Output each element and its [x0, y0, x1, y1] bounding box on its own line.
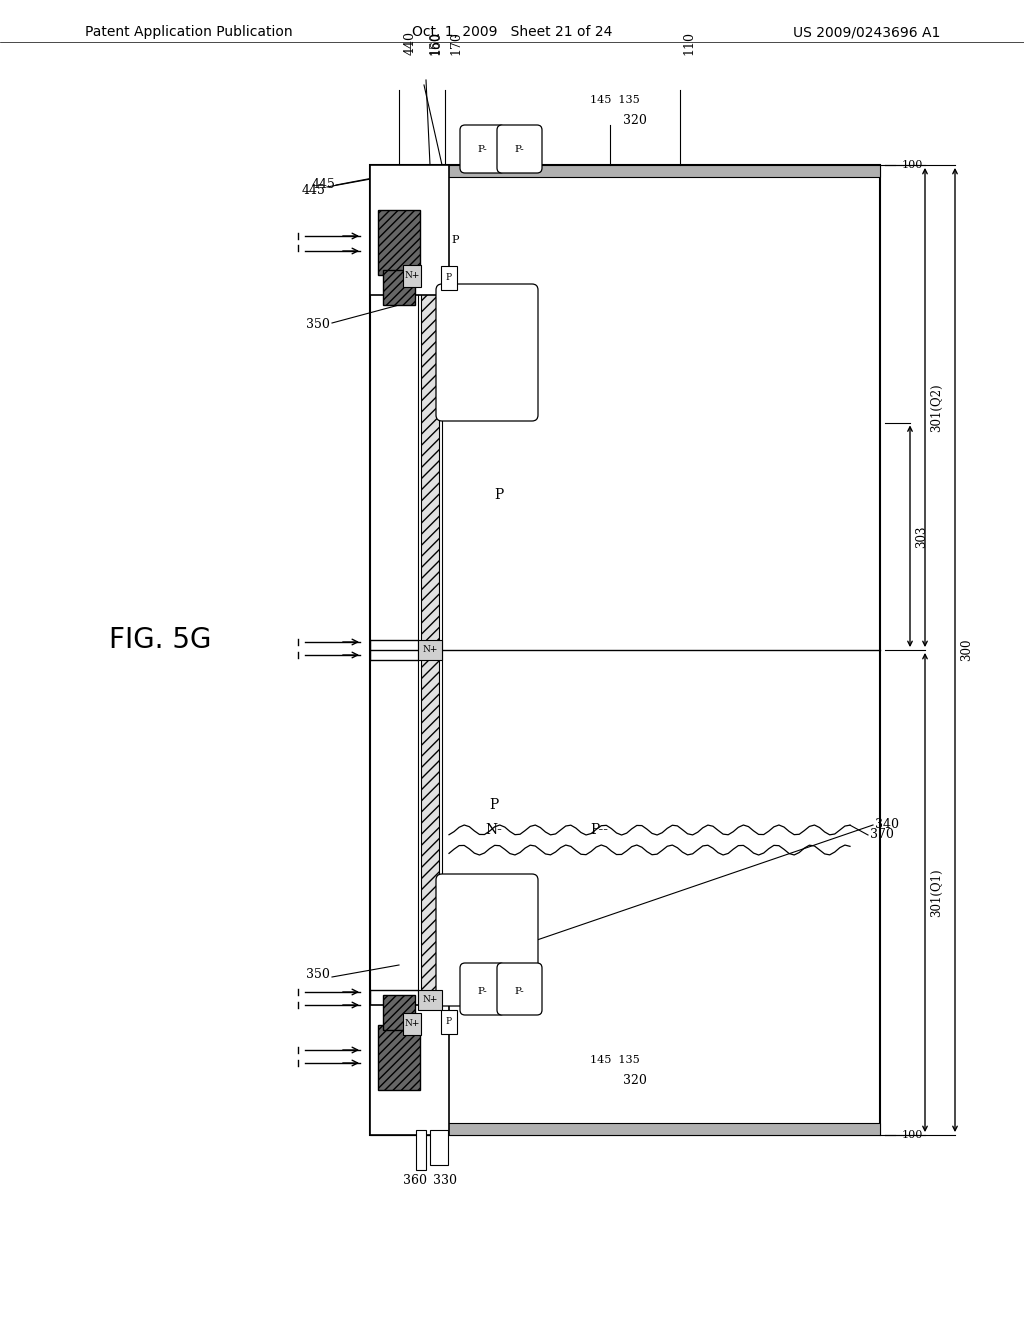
- Text: 303: 303: [915, 525, 929, 548]
- Bar: [418, 640, 442, 660]
- Bar: [383, 271, 415, 305]
- Bar: [416, 1130, 426, 1170]
- Text: P: P: [495, 488, 504, 502]
- Text: N+: N+: [404, 1019, 420, 1028]
- Text: 350: 350: [306, 318, 330, 331]
- Text: P: P: [445, 1018, 452, 1027]
- Text: 445: 445: [311, 178, 335, 191]
- Text: 320: 320: [623, 1073, 647, 1086]
- Bar: [403, 1012, 421, 1035]
- Text: P: P: [489, 799, 499, 812]
- FancyBboxPatch shape: [436, 874, 538, 1006]
- Text: 145  135: 145 135: [590, 1055, 640, 1065]
- Text: 150: 150: [428, 32, 441, 55]
- Text: P-: P-: [514, 987, 524, 997]
- Text: 145  135: 145 135: [590, 95, 640, 106]
- Text: 440: 440: [404, 30, 417, 55]
- Bar: [403, 265, 421, 286]
- Bar: [441, 1010, 457, 1034]
- Text: N+: N+: [404, 272, 420, 281]
- Text: P-: P-: [514, 145, 524, 154]
- Bar: [421, 165, 439, 1135]
- Bar: [370, 165, 880, 177]
- Text: 110: 110: [682, 30, 695, 55]
- Text: P-: P-: [477, 145, 486, 154]
- FancyBboxPatch shape: [497, 964, 542, 1015]
- Text: P--: P--: [590, 822, 608, 837]
- FancyBboxPatch shape: [497, 125, 542, 173]
- Text: 350: 350: [306, 969, 330, 982]
- Text: 370: 370: [870, 829, 894, 842]
- Text: Oct. 1, 2009   Sheet 21 of 24: Oct. 1, 2009 Sheet 21 of 24: [412, 25, 612, 40]
- Bar: [370, 1123, 880, 1135]
- Text: 301(Q1): 301(Q1): [931, 869, 943, 917]
- Text: 445: 445: [301, 183, 325, 197]
- Text: US 2009/0243696 A1: US 2009/0243696 A1: [793, 25, 940, 40]
- Bar: [370, 1005, 449, 1135]
- Bar: [370, 165, 449, 294]
- Text: FIG. 5G: FIG. 5G: [109, 626, 211, 653]
- Text: 170: 170: [449, 32, 462, 55]
- Text: P: P: [451, 235, 459, 246]
- Text: N+: N+: [422, 645, 437, 655]
- Text: N+: N+: [422, 995, 437, 1005]
- Text: 330: 330: [433, 1173, 457, 1187]
- FancyBboxPatch shape: [436, 284, 538, 421]
- Bar: [378, 210, 420, 275]
- Text: 320: 320: [623, 114, 647, 127]
- FancyBboxPatch shape: [460, 125, 505, 173]
- Text: 100: 100: [902, 1130, 924, 1140]
- Text: Patent Application Publication: Patent Application Publication: [85, 25, 293, 40]
- Bar: [383, 995, 415, 1030]
- Bar: [430, 1130, 449, 1166]
- Bar: [418, 990, 442, 1010]
- Bar: [441, 267, 457, 290]
- Bar: [378, 1026, 420, 1090]
- Text: 100: 100: [902, 160, 924, 170]
- Text: 360: 360: [403, 1173, 427, 1187]
- Text: N-: N-: [485, 822, 503, 837]
- FancyBboxPatch shape: [460, 964, 505, 1015]
- Text: 340: 340: [874, 818, 899, 832]
- Text: 300: 300: [961, 639, 974, 661]
- Text: P: P: [445, 273, 452, 282]
- Text: P-: P-: [477, 987, 486, 997]
- Text: 301(Q2): 301(Q2): [931, 383, 943, 432]
- Text: 160: 160: [429, 30, 442, 55]
- Bar: [370, 165, 880, 1135]
